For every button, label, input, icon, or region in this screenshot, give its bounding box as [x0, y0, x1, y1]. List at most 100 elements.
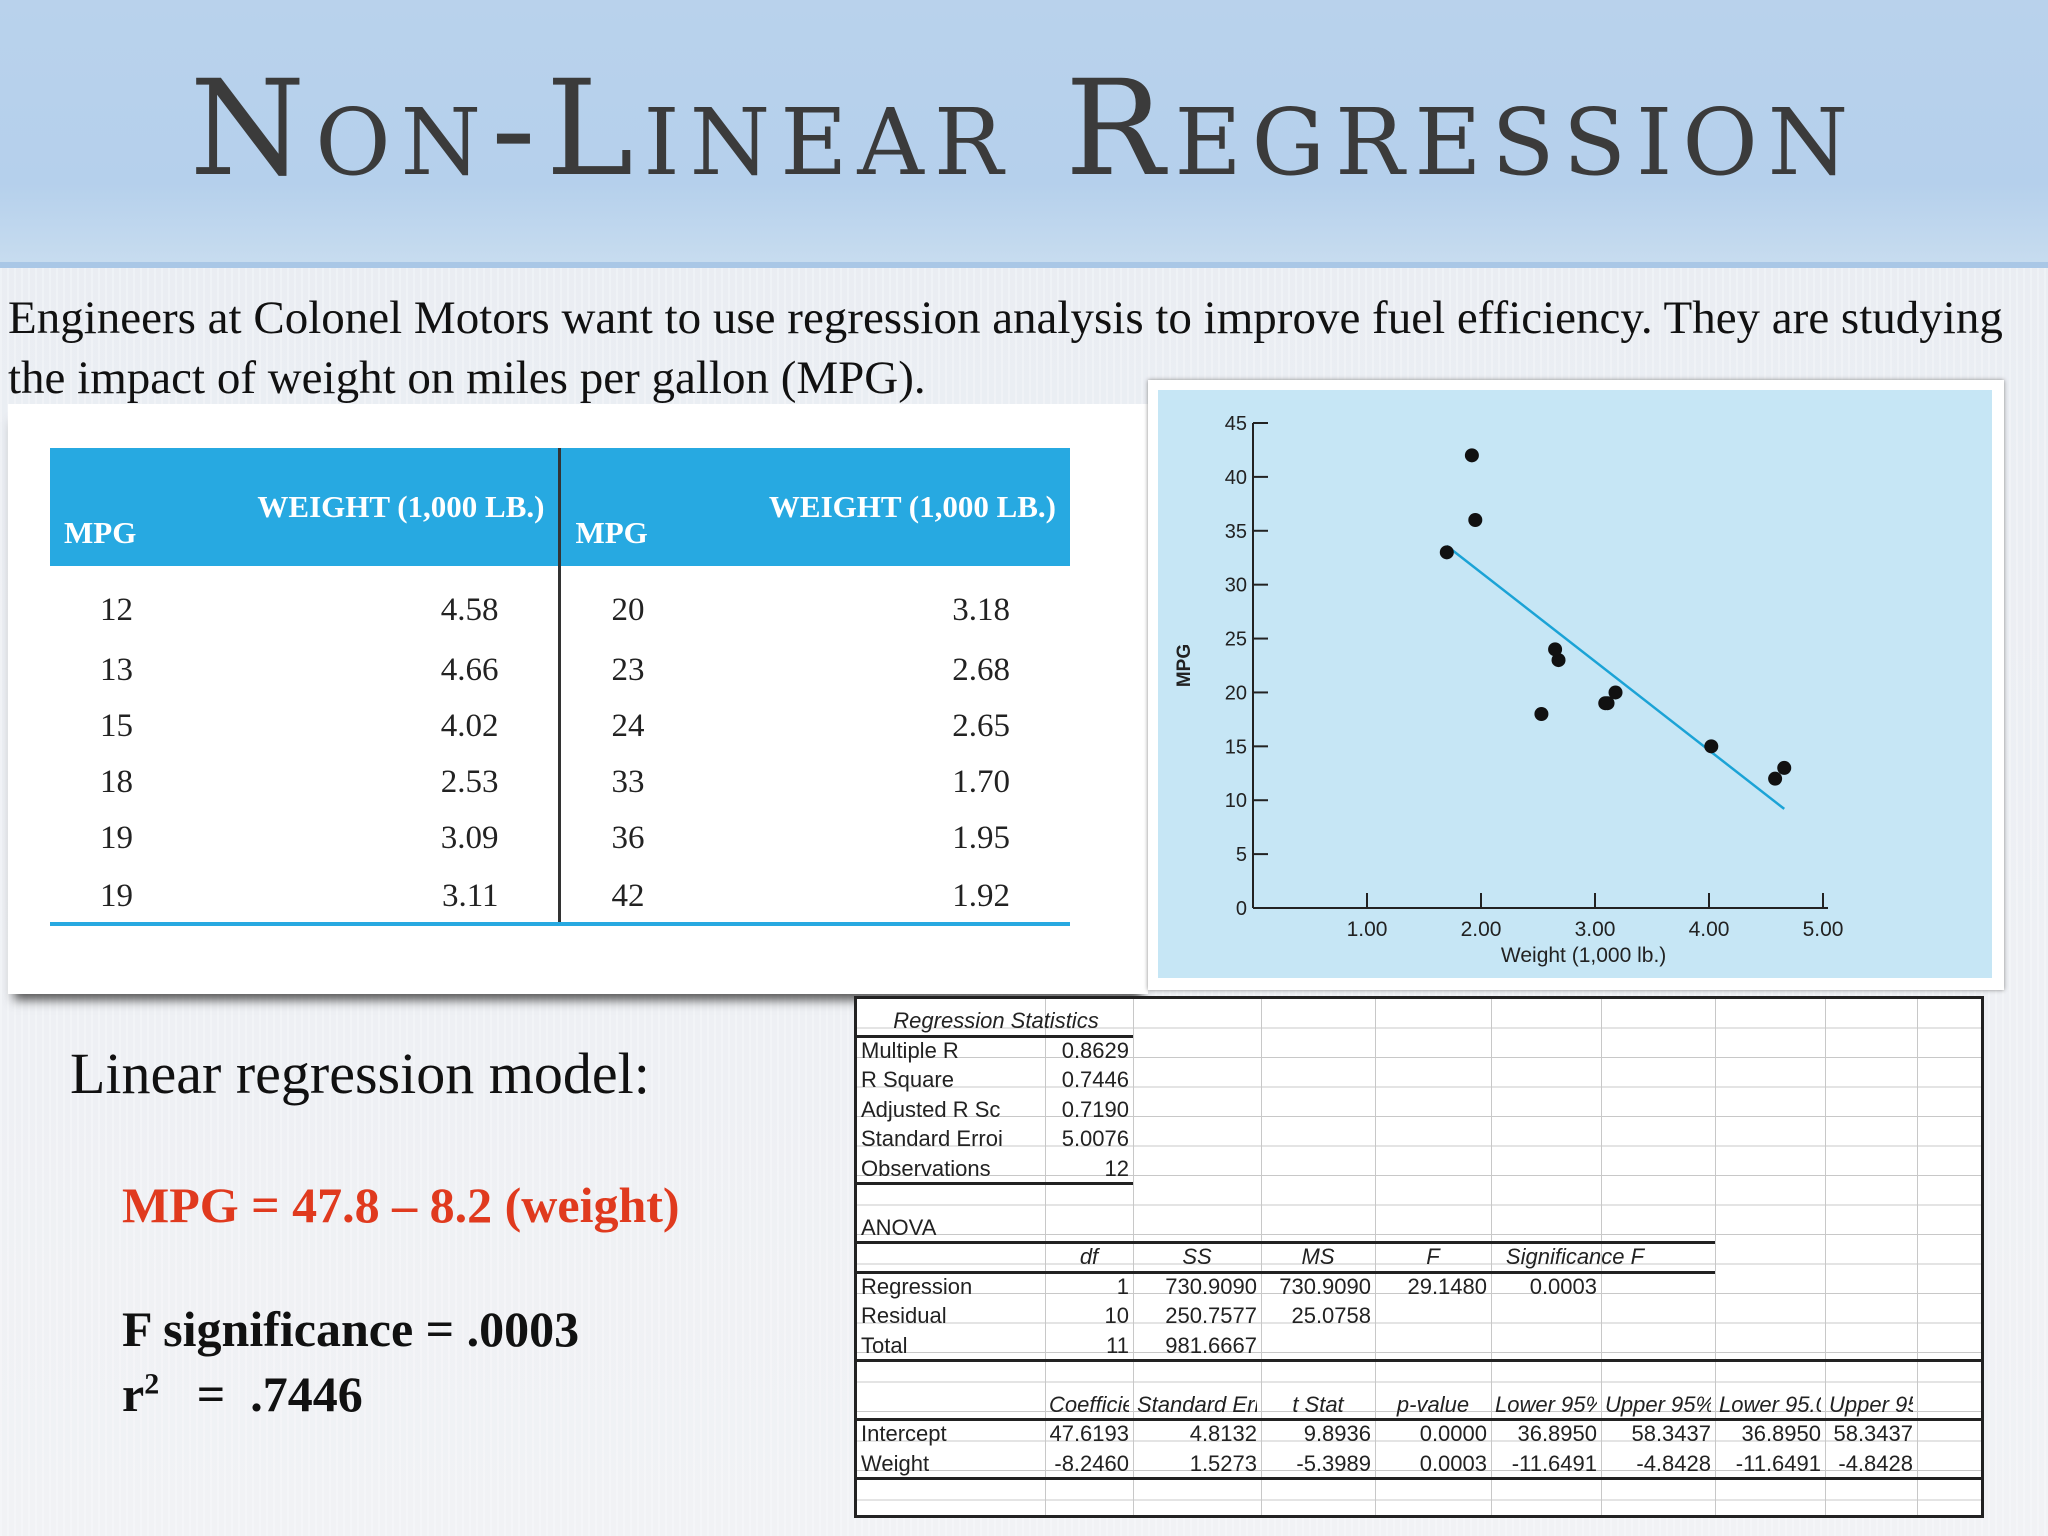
anova-header: SS	[1182, 1244, 1212, 1269]
grid-column-line	[1825, 999, 1826, 1515]
table-cell: 1.70	[952, 763, 1010, 800]
x-tick-label: 5.00	[1803, 918, 1844, 941]
intro-text: Engineers at Colonel Motors want to use …	[8, 292, 2003, 404]
anova-header: F	[1426, 1244, 1440, 1269]
header-mpg-1: MPG	[50, 448, 176, 566]
x-tick-label: 2.00	[1461, 918, 1502, 941]
table-cell: 15	[100, 707, 133, 744]
r2-superscript: 2	[144, 1367, 160, 1401]
y-tick-label: 5	[1236, 844, 1247, 866]
table-cell: 1.95	[952, 819, 1010, 856]
coef-value: -11.6491	[1511, 1450, 1597, 1476]
coef-header: Upper 95%	[1605, 1391, 1711, 1417]
table-cell: 23	[558, 642, 687, 698]
x-axis-label: Weight (1,000 lb.)	[1501, 944, 1666, 967]
data-point	[1600, 696, 1615, 711]
data-point	[1534, 707, 1549, 721]
table-cell: 3.18	[952, 591, 1010, 628]
table-cell: 20	[558, 566, 687, 642]
grid-column-line	[1375, 999, 1376, 1515]
data-point	[1439, 545, 1454, 560]
table-cell: 4.58	[440, 591, 499, 628]
table-cell: 12	[100, 591, 133, 628]
x-tick-label: 4.00	[1689, 918, 1730, 941]
anova-title: ANOVA	[861, 1214, 937, 1240]
coef-value: 58.3437	[1631, 1421, 1711, 1446]
table-cell: 19	[100, 877, 133, 914]
table-row: 19 3.09 36 1.95	[50, 810, 1070, 866]
table-cell: 2.68	[952, 651, 1010, 688]
data-table: MPG WEIGHT (1,000 LB.) MPG WEIGHT (1,000…	[50, 448, 1070, 926]
coef-value: 4.8132	[1189, 1421, 1257, 1446]
data-point	[1608, 685, 1623, 700]
x-tick-label: 3.00	[1575, 918, 1616, 941]
anova-value	[1265, 1332, 1371, 1360]
stat-value: 12	[1104, 1155, 1129, 1181]
y-tick-label: 10	[1225, 790, 1247, 812]
grid-column-line	[1601, 999, 1602, 1515]
anova-value: 730.9090	[1165, 1273, 1257, 1299]
sheet-rule	[857, 1241, 1715, 1244]
coef-header: Lower 95.0	[1719, 1391, 1821, 1417]
coef-row-label: Weight	[861, 1450, 930, 1476]
coef-value: -4.8428	[1838, 1450, 1913, 1476]
stat-label: Adjusted R Sc	[861, 1096, 1001, 1122]
table-cell: 4.02	[440, 707, 499, 744]
anova-value: 29.1480	[1407, 1273, 1487, 1299]
table-cell: 3.09	[440, 819, 499, 856]
data-point	[1468, 513, 1483, 527]
stat-value: 5.0076	[1061, 1126, 1129, 1151]
r2-prefix: r	[122, 1366, 145, 1422]
table-cell: 4.66	[440, 651, 499, 688]
coef-header: Coefficients	[1049, 1391, 1129, 1417]
y-tick-label: 20	[1225, 682, 1247, 704]
grid-column-line	[1133, 999, 1134, 1515]
y-tick-label: 45	[1225, 413, 1247, 435]
trend-line	[1446, 544, 1786, 810]
data-point	[1704, 739, 1719, 754]
grid-column-line	[1261, 999, 1262, 1515]
anova-value	[1495, 1332, 1597, 1360]
coef-value: -5.3989	[1296, 1450, 1371, 1476]
y-axis-label: MPG	[1174, 644, 1195, 687]
table-cell: 33	[558, 754, 687, 810]
r-squared: r2 = .7446	[122, 1365, 363, 1423]
coef-header: Upper 95.0%	[1829, 1391, 1913, 1417]
data-point	[1768, 771, 1783, 786]
slide-title: Non-Linear Regression	[189, 52, 1859, 206]
coef-value: 1.5273	[1189, 1450, 1257, 1476]
data-point	[1548, 642, 1563, 657]
sheet-rule	[857, 1359, 1981, 1362]
table-row: 19 3.11 42 1.92	[50, 866, 1070, 926]
anova-value	[1379, 1332, 1487, 1360]
regression-output-sheet: Regression Statistics Multiple R 0.8629 R S…	[854, 996, 1984, 1518]
data-point	[1464, 448, 1479, 463]
r2-value: = .7446	[159, 1366, 363, 1422]
data-point	[1777, 760, 1792, 775]
anova-value: 10	[1104, 1303, 1129, 1328]
coef-value: 58.3437	[1833, 1421, 1913, 1446]
stat-label: Standard Erroi	[861, 1126, 1003, 1151]
plot-background	[1158, 390, 1992, 978]
coef-value: 9.8936	[1303, 1421, 1371, 1446]
anova-row-label: Total	[861, 1332, 908, 1358]
coef-value: 36.8950	[1517, 1421, 1597, 1446]
y-tick-label: 0	[1236, 898, 1247, 920]
stat-value: 0.7190	[1061, 1096, 1129, 1122]
y-tick-label: 35	[1225, 521, 1247, 543]
header-mpg-2: MPG	[558, 448, 687, 566]
table-row: 18 2.53 33 1.70	[50, 754, 1070, 810]
coef-value: -11.6491	[1735, 1450, 1821, 1476]
stat-label: Observations	[861, 1155, 991, 1181]
y-tick-label: 30	[1225, 575, 1247, 597]
table-cell: 24	[558, 698, 687, 754]
table-cell: 2.53	[440, 763, 499, 800]
anova-value: 730.9090	[1279, 1273, 1371, 1299]
anova-value: 250.7577	[1165, 1303, 1257, 1328]
coef-row-label: Intercept	[861, 1421, 947, 1446]
anova-value: 981.6667	[1165, 1332, 1257, 1358]
anova-row-label: Residual	[861, 1303, 947, 1328]
table-row: 15 4.02 24 2.65	[50, 698, 1070, 754]
stat-value: 0.8629	[1061, 1037, 1129, 1063]
y-tick-label: 25	[1225, 629, 1247, 651]
